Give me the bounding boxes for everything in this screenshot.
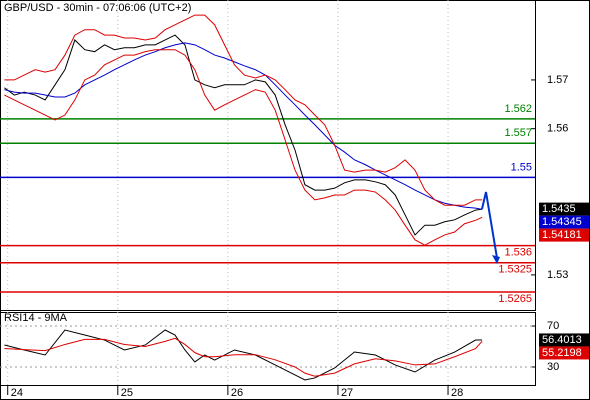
main-frame	[0, 0, 536, 311]
y-tick-label: 30	[547, 361, 559, 373]
last-value-label: 1.54345	[542, 216, 582, 228]
last-value-label: 1.5435	[542, 203, 576, 215]
x-tick-label: 27	[341, 387, 353, 399]
x-tick-label: 24	[11, 387, 23, 399]
rsi-title: RSI14 - 9MA	[4, 312, 68, 324]
x-tick-label: 26	[231, 387, 243, 399]
x-tick-label: 25	[121, 387, 133, 399]
level-label: 1.557	[504, 127, 532, 139]
last-value-label: 1.54181	[542, 229, 582, 241]
last-value-label: 55.2198	[542, 347, 582, 359]
last-value-box	[539, 202, 589, 216]
arrow-head	[492, 255, 500, 264]
level-label: 1.536	[504, 247, 532, 259]
level-label: 1.55	[511, 161, 532, 173]
last-value-box	[539, 215, 589, 229]
x-tick-label: 28	[451, 387, 463, 399]
y-tick-label: 1.56	[547, 123, 568, 135]
level-label: 1.5325	[498, 264, 532, 276]
y-tick-label: 70	[547, 320, 559, 332]
series-line	[4, 337, 483, 377]
series-line	[4, 329, 483, 381]
y-tick-label: 1.53	[547, 269, 568, 281]
projection-arrow	[481, 191, 498, 259]
y-tick-label: 1.57	[547, 74, 568, 86]
last-value-box	[539, 346, 589, 360]
rsi-frame	[0, 312, 536, 386]
last-value-label: 56.4013	[542, 334, 582, 346]
last-value-box	[539, 333, 589, 347]
level-label: 1.562	[504, 103, 532, 115]
level-label: 1.5265	[498, 293, 532, 305]
chart-title: GBP/USD - 30min - 07:06:06 (UTC+2)	[4, 2, 191, 14]
series-line	[4, 49, 483, 246]
series-line	[4, 34, 483, 236]
series-line	[4, 42, 483, 210]
series-line	[4, 14, 483, 206]
last-value-box	[539, 228, 589, 242]
